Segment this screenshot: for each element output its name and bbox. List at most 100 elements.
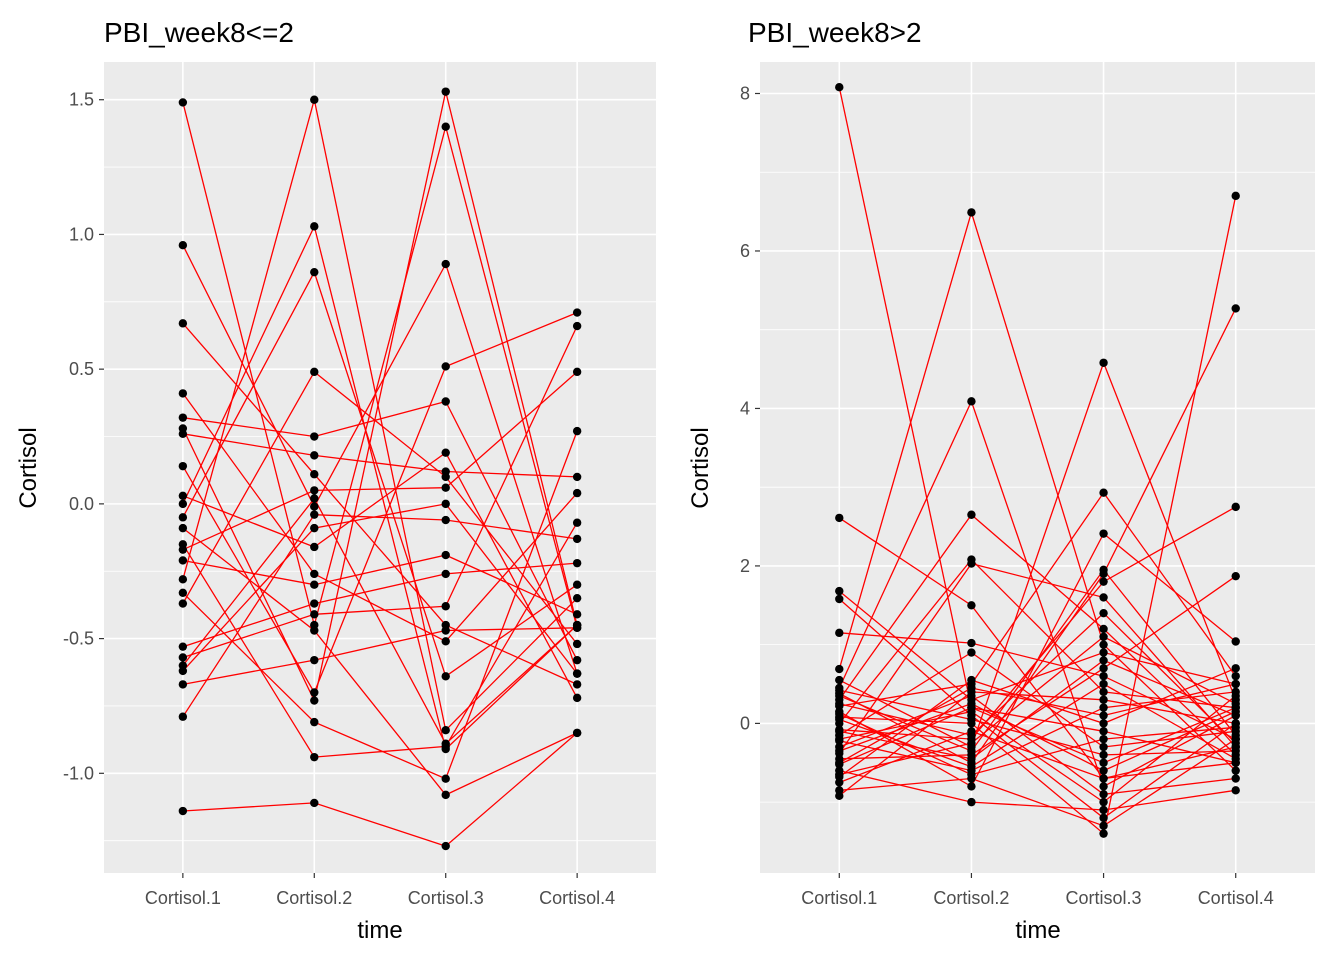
panel-1-y-axis-title: Cortisol: [15, 427, 42, 508]
panel-2-y-axis-title: Cortisol: [687, 427, 714, 508]
series-line: [182, 244, 578, 674]
data-point: [178, 523, 188, 533]
data-point: [1099, 766, 1108, 775]
data-point: [310, 432, 319, 441]
data-point: [1231, 502, 1240, 512]
x-tick-label: Cortisol.3: [1066, 888, 1142, 908]
data-point: [835, 664, 844, 674]
data-point: [1231, 711, 1240, 720]
data-point: [967, 559, 976, 568]
data-point: [441, 626, 450, 635]
data-point: [178, 513, 188, 522]
data-point: [178, 680, 188, 689]
data-point: [1231, 664, 1240, 673]
data-point: [310, 752, 319, 762]
data-point: [835, 746, 844, 756]
data-point: [967, 638, 976, 648]
data-point: [1099, 640, 1108, 649]
data-point: [967, 648, 976, 657]
series-line: [838, 210, 1237, 772]
data-point: [1099, 727, 1108, 736]
data-point: [572, 426, 582, 436]
data-point: [1231, 571, 1240, 581]
data-point: [441, 725, 450, 735]
series-line: [839, 659, 1236, 760]
data-point: [835, 727, 844, 736]
series-line: [839, 706, 1236, 765]
data-point: [310, 655, 319, 665]
series-line: [838, 87, 1236, 764]
panel-1-title: PBI_week8<=2: [104, 17, 294, 48]
data-point: [310, 626, 319, 635]
data-point: [441, 602, 450, 611]
data-point: [1099, 577, 1108, 586]
data-point: [441, 569, 450, 579]
series-line: [839, 730, 1236, 784]
data-point: [178, 413, 188, 422]
data-point: [835, 770, 844, 779]
y-tick-label: 0.5: [69, 359, 94, 379]
panel-2-title: PBI_week8>2: [748, 17, 922, 48]
x-tick-label: Cortisol.4: [539, 888, 615, 908]
data-point: [310, 599, 319, 608]
data-point: [572, 472, 582, 482]
data-point: [572, 680, 582, 689]
data-point: [1231, 679, 1240, 689]
y-tick-label: 2: [740, 556, 750, 576]
data-point: [1099, 664, 1108, 673]
series-line: [182, 562, 578, 648]
data-point: [572, 593, 582, 603]
series-line: [182, 627, 578, 686]
data-point: [1099, 695, 1108, 704]
series-line: [839, 769, 1236, 811]
data-point: [178, 389, 188, 398]
series-line: [182, 554, 578, 615]
x-tick-label: Cortisol.3: [408, 888, 484, 908]
y-tick-label: 4: [740, 398, 750, 418]
data-point: [441, 774, 450, 783]
data-point: [1099, 750, 1108, 760]
data-point: [310, 95, 319, 104]
data-point: [1231, 731, 1240, 740]
data-point: [441, 483, 450, 492]
panel-2: 0 2 4 6 8 Cortisol.1 Cortisol.2 Cortisol.3 Corti…: [740, 62, 1315, 908]
data-point: [967, 782, 976, 791]
data-point: [967, 397, 976, 406]
data-point: [1099, 593, 1108, 602]
data-point: [572, 308, 582, 317]
series-line: [839, 360, 1237, 748]
series-line: [839, 568, 1237, 752]
data-point: [310, 510, 319, 519]
panel-1-x-axis-title: time: [357, 917, 402, 944]
data-point: [1231, 774, 1240, 783]
data-point: [967, 746, 976, 756]
data-point: [1099, 719, 1108, 728]
data-point: [441, 515, 450, 525]
data-point: [178, 588, 188, 597]
data-point: [835, 586, 844, 596]
series-line: [838, 590, 1236, 701]
data-point: [1231, 746, 1240, 756]
data-point: [967, 762, 976, 771]
series-line: [182, 393, 578, 643]
data-point: [967, 797, 976, 807]
data-point: [178, 599, 188, 608]
series-line: [838, 517, 1236, 780]
data-point: [1099, 782, 1108, 791]
data-point: [1099, 805, 1108, 815]
data-point: [1231, 723, 1240, 732]
data-point: [1231, 754, 1240, 764]
data-point: [967, 731, 976, 740]
data-point: [1099, 656, 1108, 665]
data-point: [1231, 786, 1240, 795]
series-line: [838, 651, 1236, 748]
series-line: [182, 322, 578, 685]
data-point: [178, 575, 188, 584]
data-point: [310, 696, 319, 705]
data-point: [1099, 529, 1108, 538]
data-point: [310, 542, 319, 552]
data-point: [178, 319, 188, 328]
data-point: [441, 122, 450, 131]
series-line: [839, 713, 1236, 776]
